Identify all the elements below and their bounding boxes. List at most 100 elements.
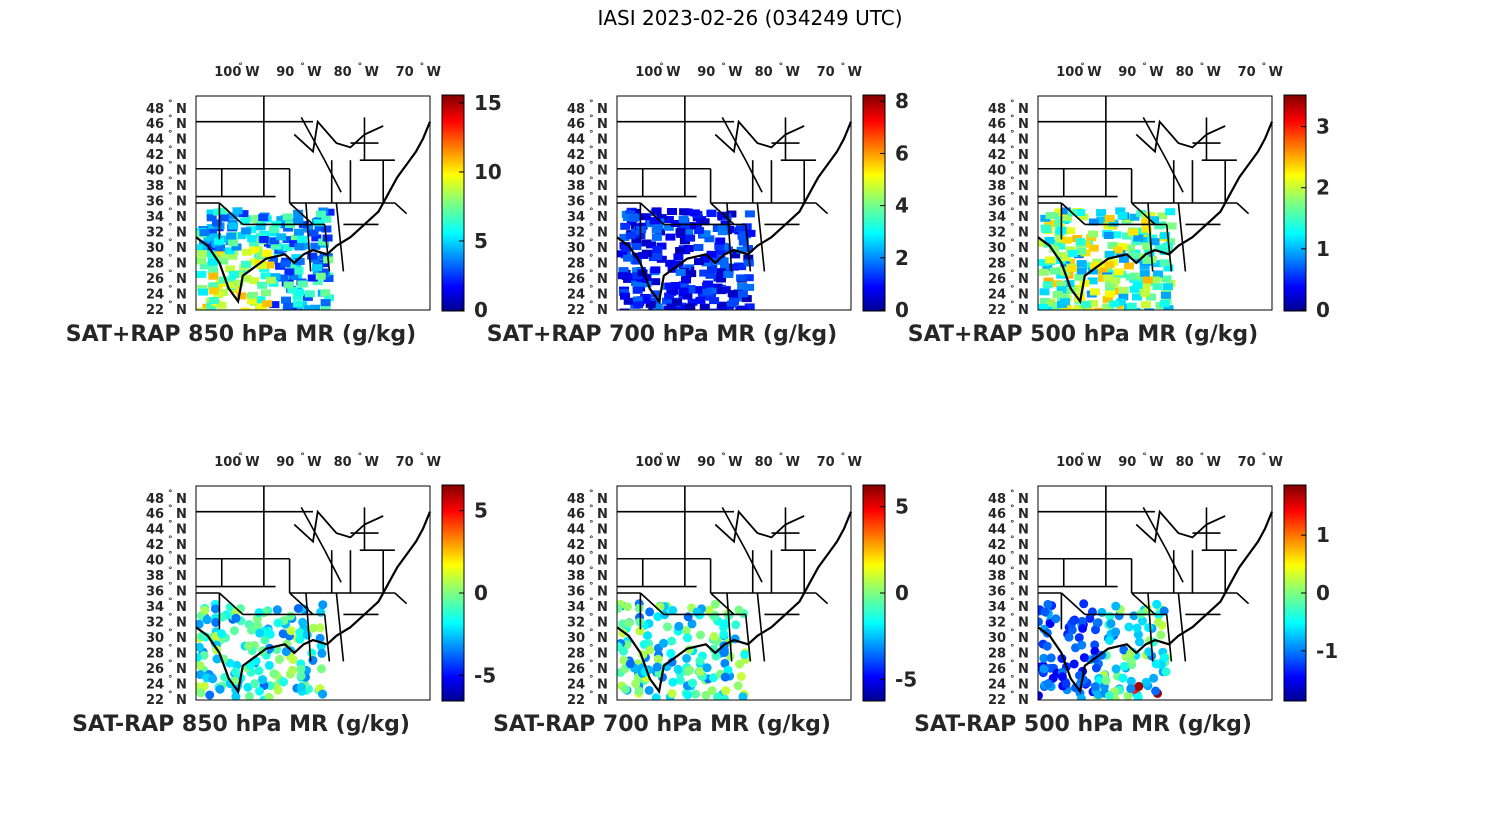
lat-hemisphere-label: N (597, 585, 608, 600)
lat-tick-label: 22 (567, 693, 585, 708)
lat-tick-label: 46 (988, 117, 1006, 132)
lon-tick-label: 70 (396, 455, 414, 470)
degree-symbol: ° (1010, 628, 1015, 638)
lat-hemisphere-label: N (1018, 226, 1029, 241)
lat-hemisphere-label: N (176, 662, 187, 677)
state-boundaries (1038, 96, 1250, 272)
lon-tick-label: 90 (276, 455, 294, 470)
map-panel: 100° W 90 ° W 80 ° W 70 ° W48 ° N46 ° N44 ° N42 ° N40 ° N38 °… (72, 452, 496, 737)
degree-symbol: ° (1010, 504, 1015, 514)
lat-tick-label: 26 (567, 662, 585, 677)
state-boundaries (617, 486, 829, 662)
lat-hemisphere-label: N (176, 148, 187, 163)
degree-symbol: ° (168, 659, 173, 669)
lat-hemisphere-label: N (176, 241, 187, 256)
degree-symbol: ° (589, 269, 594, 279)
lon-hemisphere-label: W (1207, 455, 1221, 470)
lat-hemisphere-label: N (1018, 287, 1029, 302)
degree-symbol: ° (358, 452, 363, 462)
colorbar-tick-label: 6 (895, 141, 909, 165)
lat-tick-label: 46 (567, 117, 585, 132)
lon-hemisphere-label: W (1207, 65, 1221, 80)
lon-hemisphere-label: W (1149, 65, 1163, 80)
satellite-swath (617, 207, 756, 310)
lat-tick-label: 46 (567, 507, 585, 522)
colorbar-tick-label: 1 (1316, 523, 1330, 547)
degree-symbol: ° (1010, 238, 1015, 248)
lat-tick-label: 42 (146, 148, 164, 163)
lat-tick-label: 26 (567, 272, 585, 287)
lat-tick-label: 38 (988, 179, 1006, 194)
degree-symbol: ° (1080, 452, 1085, 462)
coastline (616, 511, 853, 695)
degree-symbol: ° (589, 207, 594, 217)
degree-symbol: ° (420, 452, 425, 462)
degree-symbol: ° (168, 300, 173, 310)
lat-hemisphere-label: N (1018, 631, 1029, 646)
degree-symbol: ° (168, 254, 173, 264)
lat-tick-label: 30 (988, 241, 1006, 256)
lat-tick-label: 48 (988, 102, 1006, 117)
lat-hemisphere-label: N (176, 257, 187, 272)
colorbar-tick-label: 2 (895, 246, 909, 270)
lat-hemisphere-label: N (1018, 616, 1029, 631)
lon-tick-label: 90 (1118, 455, 1136, 470)
degree-symbol: ° (238, 62, 243, 72)
degree-symbol: ° (1010, 284, 1015, 294)
lat-hemisphere-label: N (176, 600, 187, 615)
lat-hemisphere-label: N (176, 693, 187, 708)
map-frame (616, 95, 852, 311)
lat-hemisphere-label: N (176, 117, 187, 132)
lat-tick-label: 26 (146, 662, 164, 677)
degree-symbol: ° (589, 659, 594, 669)
lon-hemisphere-label: W (245, 65, 259, 80)
degree-symbol: ° (589, 176, 594, 186)
degree-symbol: ° (589, 582, 594, 592)
coastline (1037, 121, 1274, 305)
degree-symbol: ° (1010, 613, 1015, 623)
lat-tick-label: 22 (988, 693, 1006, 708)
lat-tick-label: 44 (988, 133, 1006, 148)
lat-tick-label: 30 (988, 631, 1006, 646)
degree-symbol: ° (168, 176, 173, 186)
lon-hemisphere-label: W (1269, 455, 1283, 470)
degree-symbol: ° (168, 207, 173, 217)
colorbar-tick-label: 10 (474, 160, 502, 184)
panel-title: SAT+RAP 850 hPa MR (g/kg) (66, 322, 416, 347)
lat-hemisphere-label: N (176, 616, 187, 631)
lat-tick-label: 38 (988, 569, 1006, 584)
degree-symbol: ° (1010, 582, 1015, 592)
lat-hemisphere-label: N (176, 210, 187, 225)
lat-tick-label: 36 (567, 585, 585, 600)
lon-tick-label: 100 (1056, 65, 1083, 80)
lat-tick-label: 30 (146, 631, 164, 646)
degree-symbol: ° (1010, 566, 1015, 576)
lat-tick-label: 46 (146, 117, 164, 132)
lon-hemisphere-label: W (1087, 455, 1101, 470)
panel-title: SAT+RAP 500 hPa MR (g/kg) (908, 322, 1258, 347)
lat-hemisphere-label: N (176, 647, 187, 662)
map-frame (1037, 95, 1273, 311)
colorbar-tick-label: 3 (1316, 115, 1330, 139)
degree-symbol: ° (168, 690, 173, 700)
lon-tick-label: 90 (276, 65, 294, 80)
lat-tick-label: 48 (567, 102, 585, 117)
lat-tick-label: 38 (146, 569, 164, 584)
lat-hemisphere-label: N (597, 102, 608, 117)
panel-title: SAT-RAP 500 hPa MR (g/kg) (914, 712, 1252, 737)
lat-hemisphere-label: N (176, 554, 187, 569)
lon-tick-label: 80 (755, 455, 773, 470)
lat-tick-label: 48 (146, 492, 164, 507)
lat-tick-label: 28 (567, 647, 585, 662)
lat-tick-label: 28 (146, 257, 164, 272)
lat-hemisphere-label: N (597, 195, 608, 210)
degree-symbol: ° (659, 62, 664, 72)
lat-tick-label: 40 (146, 554, 164, 569)
map-panel: 100° W 90 ° W 80 ° W 70 ° W48 ° N46 ° N44 ° N42 ° N40 ° N38 °… (908, 62, 1330, 347)
colorbar-tick-label: 15 (474, 91, 502, 115)
lon-hemisphere-label: W (365, 65, 379, 80)
lon-hemisphere-label: W (427, 455, 441, 470)
degree-symbol: ° (168, 520, 173, 530)
lat-hemisphere-label: N (1018, 492, 1029, 507)
lat-hemisphere-label: N (176, 102, 187, 117)
